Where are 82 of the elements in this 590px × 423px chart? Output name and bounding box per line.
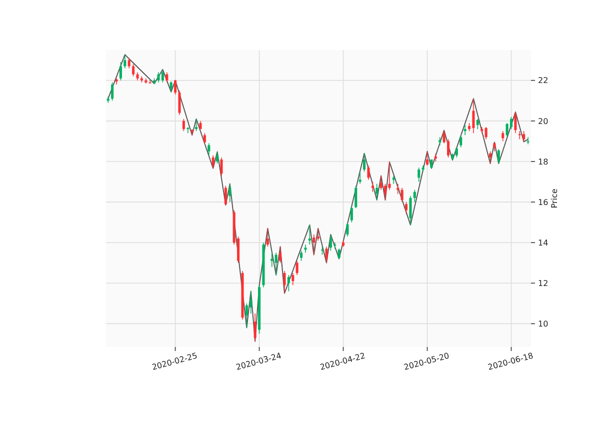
candlestick	[354, 185, 358, 209]
candlestick	[396, 183, 400, 194]
candlestick	[472, 98, 475, 134]
candlestick	[270, 252, 274, 268]
candlestick	[350, 206, 353, 223]
candlestick	[506, 122, 508, 138]
candlestick	[367, 165, 370, 180]
candlestick	[526, 136, 530, 145]
candlestick	[338, 248, 340, 260]
candlestick	[132, 64, 135, 77]
candlestick	[195, 118, 198, 132]
candlestick	[296, 260, 298, 276]
y-tick-label: 16	[538, 198, 548, 207]
candlestick	[334, 242, 336, 250]
candlestick	[212, 155, 214, 169]
candlestick	[312, 234, 316, 256]
candlestick	[111, 82, 114, 102]
candlestick	[438, 136, 442, 146]
candlestick	[300, 250, 303, 262]
candlestick	[384, 183, 387, 200]
candlestick	[522, 130, 526, 142]
candlestick	[514, 112, 517, 134]
candlestick	[170, 81, 172, 92]
candlestick	[358, 171, 362, 184]
candlestick	[128, 58, 130, 69]
candlestick	[400, 187, 404, 202]
candlestick	[287, 274, 290, 292]
candlestick	[283, 270, 286, 294]
candlestick	[497, 148, 500, 164]
candlestick	[464, 124, 466, 136]
candlestick	[166, 72, 168, 83]
candlestick	[245, 303, 248, 328]
candlestick	[124, 54, 126, 69]
candlestick	[388, 162, 391, 190]
candlestick	[216, 151, 219, 164]
candlestick	[157, 72, 160, 83]
y-tick-label: 10	[538, 319, 548, 328]
candlestick	[316, 228, 320, 241]
candlestick	[203, 132, 206, 144]
candlestick	[208, 142, 210, 156]
candlestick	[254, 313, 256, 342]
candlestick	[250, 290, 252, 314]
candlestick	[405, 202, 408, 215]
y-tick-label: 18	[538, 157, 548, 166]
candlestick	[329, 234, 332, 252]
candlestick	[174, 80, 177, 95]
candlestick	[224, 185, 227, 206]
candlestick	[186, 126, 190, 134]
candlestick	[455, 146, 458, 158]
candlestick	[308, 224, 311, 246]
y-tick-label: 14	[538, 238, 548, 248]
candlestick	[325, 246, 328, 264]
candlestick	[363, 152, 366, 172]
candlestick	[484, 126, 488, 140]
candlestick	[418, 167, 420, 182]
y-tick-label: 20	[538, 116, 548, 126]
candlestick	[426, 150, 429, 166]
candlestick	[304, 244, 307, 254]
candlestick	[376, 183, 378, 200]
y-tick-label: 12	[538, 278, 548, 288]
candlestick	[371, 181, 374, 192]
candlestick	[489, 150, 492, 164]
line-series	[108, 54, 529, 342]
candlestick	[182, 118, 185, 132]
candlestick	[279, 246, 282, 264]
y-tick-label: 22	[538, 76, 548, 86]
candlestick	[460, 134, 462, 148]
candlestick	[292, 272, 294, 286]
candlestick	[346, 222, 349, 237]
candlestick	[266, 228, 269, 248]
candlestick	[476, 118, 479, 130]
candlestick	[502, 130, 504, 142]
candlestick	[119, 62, 122, 81]
candlestick	[161, 69, 164, 83]
candlestick	[220, 157, 223, 176]
candlestick	[409, 196, 412, 226]
candlestick	[380, 175, 382, 190]
candlestick	[228, 183, 232, 202]
candlestick	[413, 189, 416, 202]
y-axis-title: Price	[550, 188, 559, 208]
candlestick	[178, 90, 181, 116]
candlestick	[274, 252, 278, 276]
